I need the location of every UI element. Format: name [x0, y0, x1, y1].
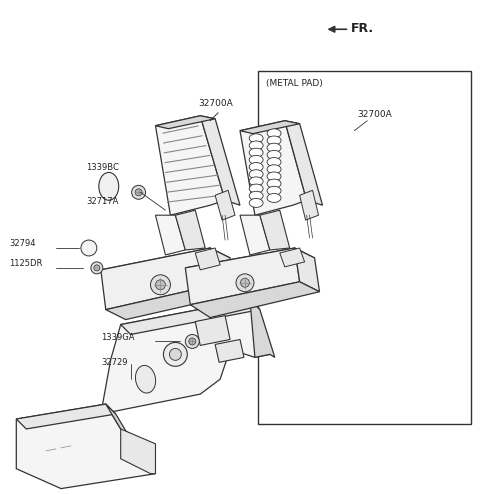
- Polygon shape: [240, 215, 270, 255]
- Text: 1125DR: 1125DR: [9, 259, 43, 268]
- Ellipse shape: [249, 163, 263, 171]
- Ellipse shape: [267, 136, 281, 145]
- Ellipse shape: [267, 165, 281, 174]
- Ellipse shape: [249, 199, 263, 207]
- Circle shape: [151, 275, 170, 295]
- Text: 32794: 32794: [9, 239, 36, 247]
- Polygon shape: [280, 248, 305, 267]
- Polygon shape: [101, 300, 270, 414]
- Polygon shape: [240, 121, 307, 215]
- Circle shape: [132, 185, 145, 199]
- Polygon shape: [16, 404, 156, 489]
- Text: 32729: 32729: [101, 358, 127, 367]
- Ellipse shape: [249, 184, 263, 193]
- Circle shape: [185, 334, 199, 348]
- Ellipse shape: [267, 143, 281, 152]
- Polygon shape: [106, 285, 235, 320]
- Ellipse shape: [249, 170, 263, 179]
- Ellipse shape: [99, 172, 119, 200]
- Circle shape: [189, 338, 196, 345]
- Bar: [258, 71, 471, 424]
- Polygon shape: [250, 300, 275, 357]
- Circle shape: [156, 280, 166, 290]
- Polygon shape: [260, 210, 290, 250]
- Circle shape: [240, 278, 250, 288]
- Text: FR.: FR.: [351, 22, 374, 35]
- Circle shape: [91, 262, 103, 274]
- Text: 1339GA: 1339GA: [101, 333, 134, 342]
- Polygon shape: [156, 116, 225, 215]
- Ellipse shape: [267, 186, 281, 195]
- Ellipse shape: [267, 194, 281, 203]
- Polygon shape: [215, 190, 235, 220]
- Polygon shape: [240, 121, 300, 134]
- Polygon shape: [185, 248, 300, 305]
- Ellipse shape: [249, 177, 263, 186]
- Ellipse shape: [135, 366, 156, 393]
- Ellipse shape: [267, 129, 281, 138]
- Polygon shape: [195, 248, 220, 270]
- Circle shape: [236, 274, 254, 292]
- Ellipse shape: [267, 150, 281, 160]
- Text: (METAL PAD): (METAL PAD): [266, 79, 323, 88]
- Polygon shape: [190, 282, 320, 318]
- Polygon shape: [101, 248, 215, 310]
- Polygon shape: [210, 248, 235, 295]
- Circle shape: [135, 189, 142, 196]
- Circle shape: [81, 240, 97, 256]
- Circle shape: [164, 342, 187, 367]
- Text: 32700A: 32700A: [357, 110, 392, 119]
- Circle shape: [94, 265, 100, 271]
- Polygon shape: [200, 116, 240, 205]
- Circle shape: [169, 348, 181, 360]
- Polygon shape: [156, 116, 215, 129]
- Polygon shape: [120, 429, 156, 474]
- Ellipse shape: [249, 155, 263, 165]
- Ellipse shape: [267, 158, 281, 166]
- Ellipse shape: [267, 179, 281, 188]
- Polygon shape: [120, 300, 260, 334]
- Polygon shape: [195, 316, 230, 345]
- Polygon shape: [300, 190, 319, 220]
- Polygon shape: [175, 210, 205, 250]
- Text: 32717A: 32717A: [86, 197, 118, 206]
- Ellipse shape: [249, 191, 263, 200]
- Ellipse shape: [249, 141, 263, 150]
- Polygon shape: [215, 339, 244, 362]
- Text: 1339BC: 1339BC: [86, 164, 119, 172]
- Ellipse shape: [249, 148, 263, 157]
- Ellipse shape: [267, 172, 281, 181]
- Polygon shape: [106, 404, 131, 439]
- Polygon shape: [156, 215, 185, 255]
- Polygon shape: [16, 404, 116, 429]
- Polygon shape: [285, 121, 323, 205]
- Polygon shape: [101, 248, 230, 282]
- Ellipse shape: [249, 134, 263, 143]
- Polygon shape: [185, 248, 314, 280]
- Polygon shape: [295, 248, 320, 292]
- Text: 32700A: 32700A: [198, 99, 233, 108]
